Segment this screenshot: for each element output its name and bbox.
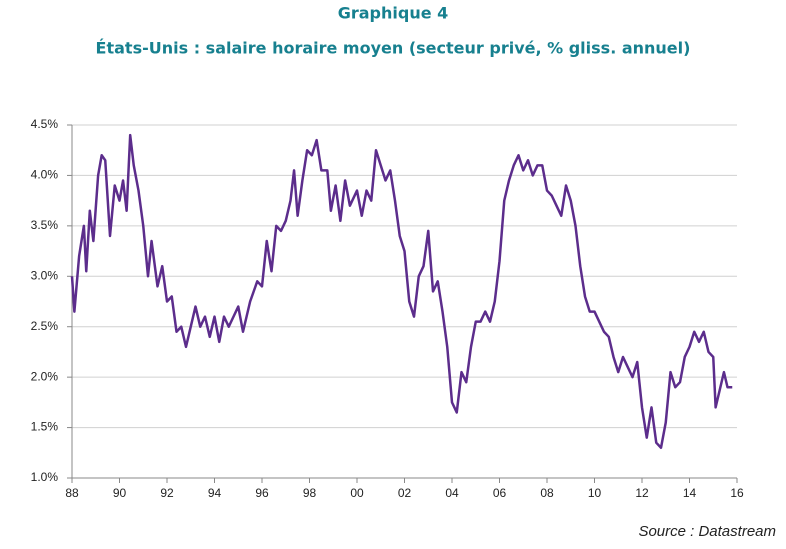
x-tick-label: 16 [730, 486, 744, 500]
data-line [70, 133, 733, 449]
x-tick-label: 98 [303, 486, 317, 500]
y-tick-label: 1.5% [31, 420, 59, 434]
x-tick-label: 04 [445, 486, 459, 500]
y-tick-label: 2.0% [31, 369, 59, 383]
x-tick-label: 96 [255, 486, 269, 500]
x-tick-label: 08 [540, 486, 554, 500]
x-tick-label: 94 [208, 486, 222, 500]
y-tick-label: 3.0% [31, 268, 59, 282]
y-tick-label: 1.0% [31, 470, 59, 484]
y-tick-label: 3.5% [31, 218, 59, 232]
x-tick-label: 88 [65, 486, 79, 500]
y-tick-label: 4.0% [31, 168, 59, 182]
x-tick-label: 02 [398, 486, 412, 500]
x-tick-label: 90 [113, 486, 127, 500]
x-tick-label: 12 [635, 486, 649, 500]
x-tick-label: 06 [493, 486, 507, 500]
chart-title: Graphique 4 [338, 4, 449, 23]
source: Source : Datastream [638, 523, 776, 540]
x-tick-label: 00 [350, 486, 364, 500]
x-tick-label: 92 [160, 486, 174, 500]
x-tick-label: 10 [588, 486, 602, 500]
chart-subtitle: États-Unis : salaire horaire moyen (sect… [96, 39, 691, 58]
x-tick-label: 14 [683, 486, 697, 500]
y-tick-label: 4.5% [31, 117, 59, 131]
y-tick-label: 2.5% [31, 319, 59, 333]
